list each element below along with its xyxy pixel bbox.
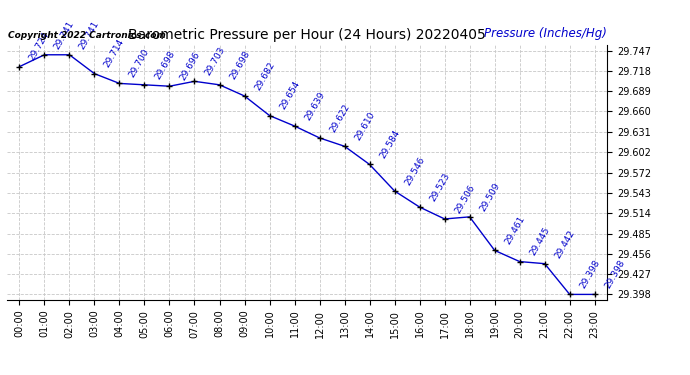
Text: 29.546: 29.546 (403, 155, 426, 187)
Text: 29.610: 29.610 (353, 110, 377, 142)
Text: 29.654: 29.654 (278, 80, 302, 111)
Text: 29.698: 29.698 (228, 49, 251, 81)
Text: 29.703: 29.703 (203, 45, 226, 77)
Text: 29.639: 29.639 (303, 90, 326, 122)
Text: 29.700: 29.700 (128, 48, 151, 79)
Text: 29.506: 29.506 (453, 183, 477, 215)
Text: 29.741: 29.741 (52, 19, 76, 51)
Text: 29.724: 29.724 (28, 31, 51, 63)
Text: 29.442: 29.442 (553, 228, 576, 260)
Text: 29.461: 29.461 (503, 214, 526, 246)
Text: 29.714: 29.714 (103, 38, 126, 69)
Text: 29.509: 29.509 (478, 181, 502, 213)
Text: Pressure (Inches/Hg): Pressure (Inches/Hg) (484, 27, 607, 40)
Text: 29.741: 29.741 (78, 19, 101, 51)
Text: 29.398: 29.398 (578, 258, 602, 290)
Text: 29.682: 29.682 (253, 60, 276, 92)
Text: 29.398: 29.398 (603, 258, 627, 290)
Text: Copyright 2022 Cartronics.com: Copyright 2022 Cartronics.com (8, 31, 166, 40)
Text: 29.523: 29.523 (428, 171, 451, 203)
Text: 29.445: 29.445 (528, 226, 551, 257)
Text: 29.622: 29.622 (328, 102, 351, 134)
Title: Barometric Pressure per Hour (24 Hours) 20220405: Barometric Pressure per Hour (24 Hours) … (128, 28, 486, 42)
Text: 29.696: 29.696 (178, 50, 201, 82)
Text: 29.584: 29.584 (378, 129, 402, 160)
Text: 29.698: 29.698 (152, 49, 177, 81)
